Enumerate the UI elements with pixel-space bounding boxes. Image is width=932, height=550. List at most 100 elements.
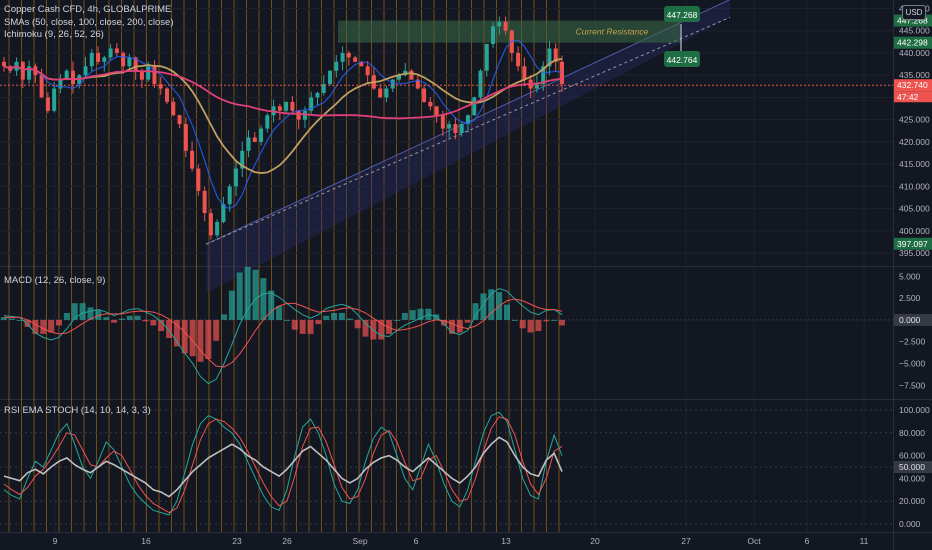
candle-body [215,221,220,236]
candle-body [384,88,389,98]
rsi-tick-0: 100.000 [899,405,930,415]
macd-histogram-bar [79,303,86,320]
candle-body [334,61,339,71]
price-tick-3: 410.000 [899,181,930,191]
measure-upper-badge [664,6,700,22]
legend-macd: MACD (12, 26, close, 9) [4,275,106,286]
macd-histogram-bar [291,319,298,330]
candle-body [472,97,477,116]
currency-label[interactable]: USD [902,5,926,20]
candle-body [127,57,132,67]
candle-body [2,61,6,67]
candle-body [465,115,470,125]
x-tick-4: Sep [352,536,367,546]
candle-body [114,48,119,53]
macd-histogram-bar [166,319,173,339]
macd-histogram-bar [472,303,479,320]
macd-histogram-bar [103,317,110,320]
macd-histogram-bar [48,319,55,333]
badge-last-price-bg [894,79,932,92]
sma50-line [3,39,563,210]
candle-body [190,150,195,169]
macd-histogram-bar [1,317,7,320]
candle-body [309,97,314,111]
legend-sma: SMAs (50, close, 100, close, 200, close) [4,17,174,28]
candle-body [440,115,445,129]
rsi-tick-2: 60.000 [899,451,925,461]
badge-macd-zero: 0.000 [899,315,921,325]
macd-histogram-bar [448,319,455,334]
candle-body [177,115,182,125]
badge-countdown: 47:42 [897,92,919,102]
candle-body [290,101,295,111]
candle-body [246,137,251,151]
macd-histogram-bar [315,319,322,325]
macd-histogram-bar [503,304,510,320]
measure-upper-value: 447.268 [667,10,698,20]
macd-histogram-bar [205,319,212,359]
candle-body [359,61,364,67]
candle-body [102,57,107,62]
x-tick-1: 16 [141,536,151,546]
candle-body [340,52,345,62]
candle-body [196,168,201,191]
macd-histogram-bar [543,319,550,322]
stoch-d-line [3,416,563,514]
macd-histogram-bar [197,319,204,362]
candle-body [284,101,289,111]
candle-body [522,66,527,80]
macd-histogram-bar [283,319,290,321]
candle-body [227,186,232,205]
macd-tick-5: −7.500 [899,380,926,390]
x-tick-10: 6 [805,536,810,546]
macd-histogram-bar [331,312,338,320]
macd-histogram-bar [236,272,243,320]
macd-histogram-bar [338,312,345,320]
candle-body [133,57,138,71]
candle-body [20,61,25,80]
macd-histogram-bar [111,319,118,323]
candle-body [39,75,44,98]
candle-body [378,88,383,98]
macd-tick-3: −2.500 [899,337,926,347]
macd-histogram-bar [158,319,165,332]
candle-body [534,84,539,89]
candle-body [70,70,75,85]
macd-histogram-bar [299,319,306,334]
measure-lower-value: 442.764 [667,55,698,65]
macd-histogram-bar [8,318,15,320]
rsi-line [3,436,563,498]
candle-body [428,101,433,107]
candle-body [315,92,320,98]
candle-body [328,70,333,85]
badge-last-price: 432.740 [897,80,928,90]
badge-resistance-bottom: 442.298 [897,38,928,48]
candle-body [422,88,427,102]
candle-body [365,66,370,76]
badge-rsi-mid-bg [894,461,932,473]
candle-body [516,52,521,67]
macd-histogram-bar [213,319,220,341]
x-tick-11: 11 [860,536,869,546]
resistance-zone [338,20,680,43]
macd-histogram-bar [307,319,314,334]
macd-histogram-bar [32,319,39,334]
legend-ichimoku: Ichimoku (9, 26, 52, 26) [4,29,104,40]
macd-histogram-bar [260,278,267,320]
price-tick-2: 405.000 [899,204,930,214]
macd-histogram-bar [464,319,471,323]
candle-body [208,213,213,236]
candle-body [108,48,113,58]
candle-body [353,57,358,62]
macd-tick-0: 5.000 [899,271,921,281]
candle-body [415,79,420,89]
rsi-tick-5: 0.000 [899,519,921,529]
candle-body [265,115,270,129]
candle-body [45,97,50,111]
candle-body [146,66,151,80]
candle-body [233,168,238,187]
macd-histogram-bar [559,319,565,326]
candle-body [64,70,69,80]
